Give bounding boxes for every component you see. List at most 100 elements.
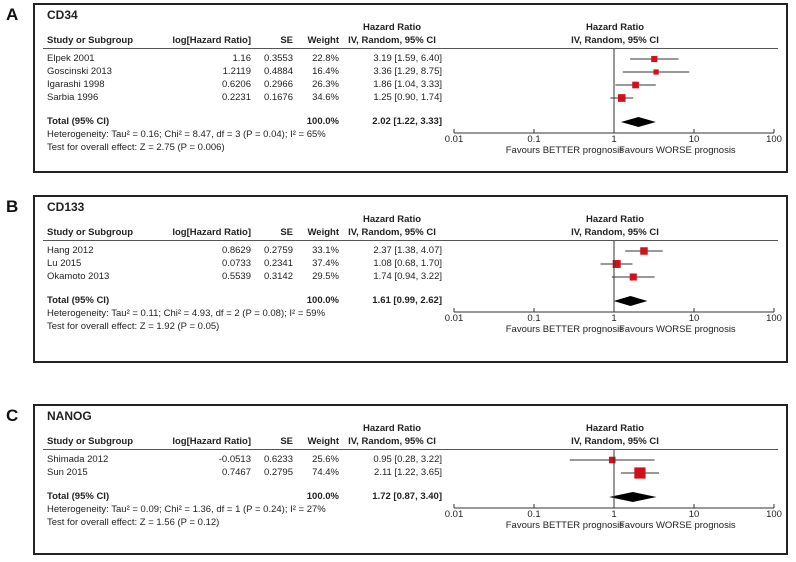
favours-right-label: Favours WORSE prognosis <box>619 520 736 531</box>
header-rule <box>43 240 778 241</box>
study-weight: 29.5% <box>312 271 339 282</box>
study-se: 0.1676 <box>263 92 293 103</box>
study-weight: 33.1% <box>312 245 339 256</box>
study-weight: 26.3% <box>312 79 339 90</box>
study-name: Igarashi 1998 <box>47 79 105 90</box>
header-weight: Weight <box>307 436 340 447</box>
header-hr-bottom: IV, Random, 95% CI <box>348 436 436 447</box>
header-se: SE <box>280 227 293 238</box>
header-rule <box>43 48 778 49</box>
study-hr-ci: 1.86 [1.04, 3.33] <box>373 79 442 90</box>
header-hr-top: Hazard Ratio <box>362 423 422 434</box>
study-name: Shimada 2012 <box>47 454 109 465</box>
study-name: Goscinski 2013 <box>47 66 112 77</box>
pooled-diamond <box>609 492 657 502</box>
x-tick-label: 0.01 <box>444 134 464 145</box>
forest-plot-area <box>453 49 775 134</box>
favours-left-label: Favours BETTER prognosis <box>505 520 624 531</box>
x-tick-label: 10 <box>688 134 700 145</box>
favours-right-label: Favours WORSE prognosis <box>619 145 736 156</box>
study-hr-ci: 3.19 [1.59, 6.40] <box>373 53 442 64</box>
study-log-hr: -0.0513 <box>218 454 251 465</box>
study-log-hr: 0.0733 <box>221 258 251 269</box>
overall-effect-text: Test for overall effect: Z = 1.56 (P = 0… <box>47 517 220 528</box>
study-weight: 34.6% <box>312 92 339 103</box>
total-hr-ci: 1.72 [0.87, 3.40] <box>372 491 442 502</box>
total-weight: 100.0% <box>306 295 339 306</box>
study-hr-ci: 1.74 [0.94, 3.22] <box>373 271 442 282</box>
study-marker <box>653 69 659 75</box>
favours-left-label: Favours BETTER prognosis <box>505 324 624 335</box>
header-study: Study or Subgroup <box>47 436 134 447</box>
study-se: 0.2966 <box>263 79 293 90</box>
study-weight: 74.4% <box>312 467 339 478</box>
x-tick-label: 1 <box>611 313 617 324</box>
panel-letter: A <box>6 5 19 24</box>
study-log-hr: 0.8629 <box>221 245 251 256</box>
forest-plot-area <box>453 241 775 313</box>
header-study: Study or Subgroup <box>47 227 134 238</box>
header-hr-bottom: IV, Random, 95% CI <box>348 227 436 238</box>
overall-effect-text: Test for overall effect: Z = 1.92 (P = 0… <box>47 321 220 332</box>
total-hr-ci: 1.61 [0.99, 2.62] <box>372 295 442 306</box>
pooled-diamond <box>613 296 648 306</box>
header-log-hr: log[Hazard Ratio] <box>172 436 251 447</box>
study-hr-ci: 0.95 [0.28, 3.22] <box>373 454 442 465</box>
study-weight: 16.4% <box>312 66 339 77</box>
x-tick-label: 0.01 <box>444 313 464 324</box>
panel-letter: C <box>6 406 19 425</box>
header-plot-bottom: IV, Random, 95% CI <box>571 35 659 46</box>
x-tick-label: 1 <box>611 509 617 520</box>
header-log-hr: log[Hazard Ratio] <box>172 35 251 46</box>
header-se: SE <box>280 436 293 447</box>
study-marker <box>629 273 637 281</box>
header-hr-top: Hazard Ratio <box>362 214 422 225</box>
header-plot-top: Hazard Ratio <box>585 214 645 225</box>
x-tick-label: 0.1 <box>527 134 541 145</box>
study-name: Hang 2012 <box>47 245 94 256</box>
panel-title: NANOG <box>47 409 92 423</box>
study-log-hr: 0.2231 <box>221 92 251 103</box>
study-log-hr: 0.6206 <box>221 79 251 90</box>
study-log-hr: 1.16 <box>232 53 252 64</box>
panel-title: CD133 <box>47 200 85 214</box>
header-hr-top: Hazard Ratio <box>362 22 422 33</box>
panel-letter: B <box>6 197 19 216</box>
forest-plot-area <box>453 450 775 509</box>
overall-effect-text: Test for overall effect: Z = 2.75 (P = 0… <box>47 142 225 153</box>
panel-title: CD34 <box>47 8 78 22</box>
heterogeneity-text: Heterogeneity: Tau² = 0.09; Chi² = 1.36,… <box>47 504 326 515</box>
study-marker <box>617 94 626 102</box>
total-label: Total (95% CI) <box>47 116 110 127</box>
study-marker <box>634 467 646 479</box>
total-weight: 100.0% <box>306 116 339 127</box>
study-hr-ci: 1.08 [0.68, 1.70] <box>373 258 442 269</box>
header-plot-top: Hazard Ratio <box>585 22 645 33</box>
favours-right-label: Favours WORSE prognosis <box>619 324 736 335</box>
header-hr-bottom: IV, Random, 95% CI <box>348 35 436 46</box>
pooled-diamond <box>620 117 656 127</box>
forest-panel-nanog: NANOG Study or Subgroup log[Hazard Ratio] S… <box>33 404 788 555</box>
study-name: Okamoto 2013 <box>47 271 110 282</box>
study-se: 0.2795 <box>263 467 293 478</box>
study-marker <box>632 81 639 89</box>
total-label: Total (95% CI) <box>47 491 110 502</box>
forest-panel-cd133: CD133 Study or Subgroup log[Hazard Ratio] S… <box>33 195 788 363</box>
study-marker <box>608 456 616 464</box>
header-weight: Weight <box>307 227 340 238</box>
study-weight: 37.4% <box>312 258 339 269</box>
header-plot-bottom: IV, Random, 95% CI <box>571 227 659 238</box>
header-rule <box>43 449 778 450</box>
x-tick-label: 0.1 <box>527 313 541 324</box>
x-tick-label: 0.1 <box>527 509 541 520</box>
study-se: 0.3142 <box>263 271 293 282</box>
study-log-hr: 0.5539 <box>221 271 251 282</box>
x-tick-label: 100 <box>766 313 782 324</box>
study-weight: 22.8% <box>312 53 339 64</box>
x-tick-label: 10 <box>688 313 700 324</box>
study-name: Sun 2015 <box>47 467 88 478</box>
x-tick-label: 10 <box>688 509 700 520</box>
study-se: 0.2759 <box>263 245 293 256</box>
study-name: Sarbia 1996 <box>47 92 99 103</box>
x-tick-label: 100 <box>766 134 782 145</box>
